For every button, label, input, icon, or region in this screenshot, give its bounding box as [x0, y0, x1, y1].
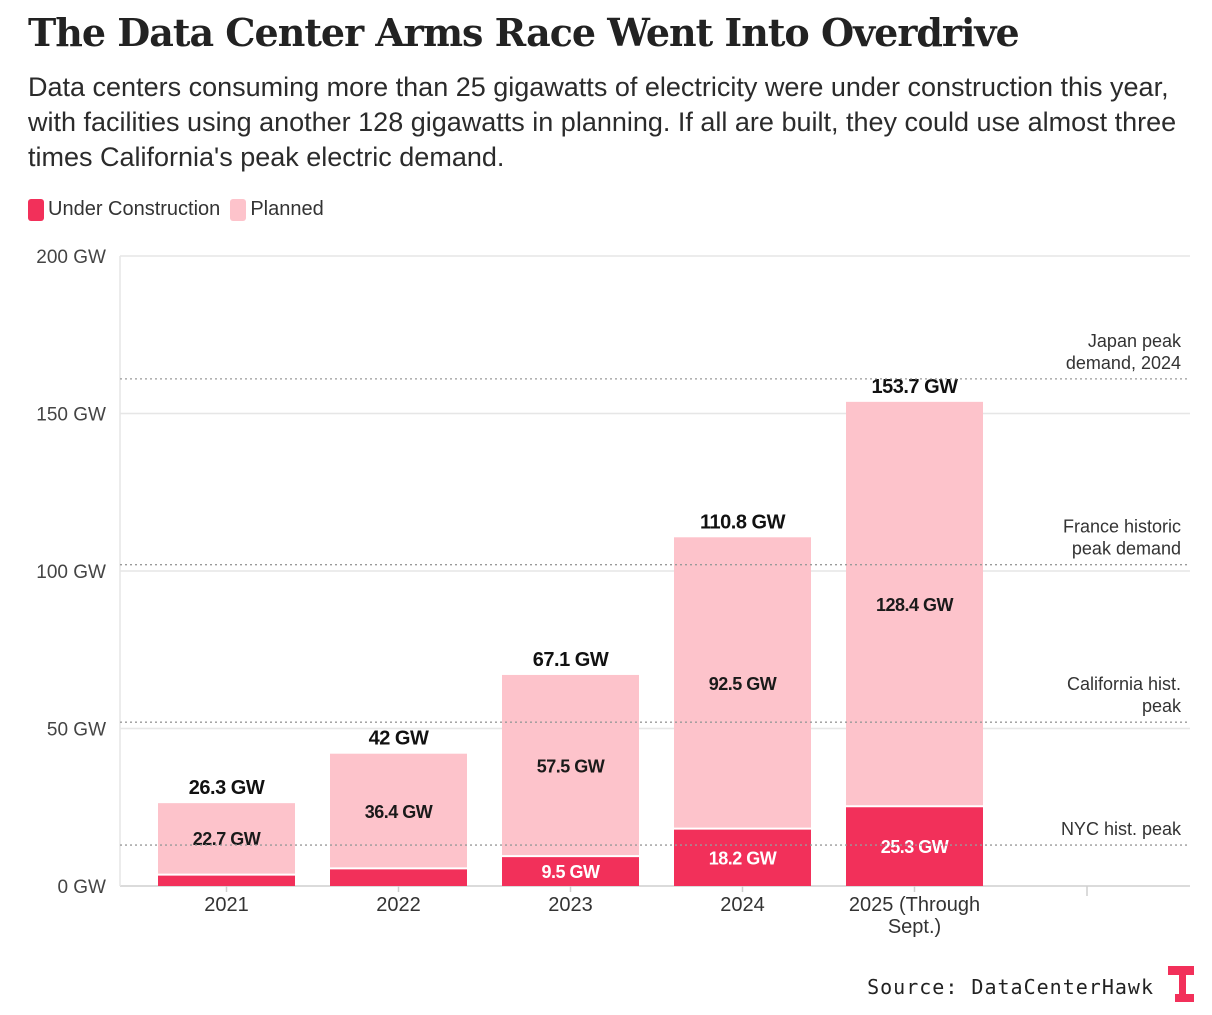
x-tick-label-line: Sept.)	[888, 916, 941, 938]
x-tick-label-line: 2023	[548, 894, 593, 916]
data-label-under-construction: 18.2 GW	[709, 848, 777, 868]
bar-under-construction	[330, 868, 467, 886]
x-tick-label-line: 2022	[376, 894, 421, 916]
x-tick-label: 2021	[204, 894, 249, 916]
y-tick-label: 100 GW	[36, 562, 106, 583]
reference-label: France historic	[1063, 517, 1181, 537]
data-label-under-construction: 9.5 GW	[541, 862, 600, 882]
legend-label-under-construction: Under Construction	[48, 198, 221, 220]
x-tick-label-line: 2025 (Through	[849, 894, 980, 916]
y-tick-label: 150 GW	[36, 405, 106, 426]
chart-title: The Data Center Arms Race Went Into Over…	[28, 10, 1020, 55]
total-label: 153.7 GW	[871, 376, 958, 398]
legend-item-under-construction: Under Construction	[28, 198, 220, 221]
reference-label: California hist.	[1067, 674, 1181, 694]
reference-label: Japan peak	[1088, 331, 1182, 351]
chart-subtitle: Data centers consuming more than 25 giga…	[28, 72, 1177, 172]
y-tick-label: 0 GW	[57, 877, 106, 898]
source-note: Source: DataCenterHawk	[867, 975, 1154, 999]
legend-item-planned: Planned	[230, 198, 324, 221]
data-label-planned: 128.4 GW	[876, 595, 954, 615]
bar-planned	[674, 537, 811, 829]
x-tick-label: 2023	[548, 894, 593, 916]
legend-label-planned: Planned	[250, 198, 324, 220]
total-label: 110.8 GW	[700, 511, 786, 533]
bar-planned	[330, 753, 467, 869]
legend-swatch-under-construction	[28, 198, 44, 221]
y-tick-label: 50 GW	[47, 720, 106, 741]
x-tick-label: 2022	[376, 894, 421, 916]
reference-label: peak demand	[1072, 539, 1181, 559]
total-label: 42 GW	[369, 728, 429, 750]
total-label: 67.1 GW	[533, 649, 609, 671]
bar-under-construction	[846, 806, 983, 886]
reference-label: peak	[1142, 696, 1182, 716]
data-label-planned: 22.7 GW	[193, 829, 261, 849]
reference-label: demand, 2024	[1066, 353, 1181, 373]
x-tick-label-line: 2024	[720, 894, 765, 916]
x-tick-label: 2025 (Through Sept.)	[849, 894, 980, 938]
data-label-planned: 92.5 GW	[709, 674, 777, 694]
data-label-under-construction: 25.3 GW	[881, 837, 949, 857]
reference-label: NYC hist. peak	[1061, 819, 1182, 839]
bar-under-construction	[674, 828, 811, 886]
legend: Under Construction Planned	[28, 198, 334, 221]
bar-planned	[846, 401, 983, 807]
y-tick-label: 200 GW	[36, 247, 106, 268]
x-tick-label: 2024	[720, 894, 765, 916]
bar-under-construction	[158, 874, 295, 886]
bar-planned	[502, 674, 639, 857]
bar-planned	[158, 803, 295, 875]
legend-swatch-planned	[230, 198, 247, 221]
total-label: 26.3 GW	[189, 777, 265, 799]
data-label-planned: 57.5 GW	[537, 757, 605, 777]
x-tick-label-line: 2021	[204, 894, 249, 916]
brand-logo-icon	[1168, 966, 1194, 1002]
data-label-planned: 36.4 GW	[365, 802, 433, 822]
bar-under-construction	[502, 856, 639, 886]
